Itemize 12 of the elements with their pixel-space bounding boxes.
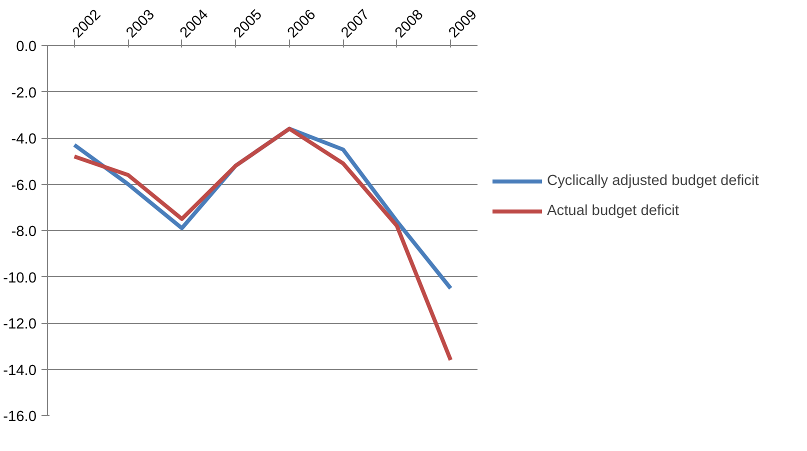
- y-tick-label: -8.0: [11, 224, 37, 240]
- y-tick-label: -16.0: [3, 409, 36, 425]
- y-tick-label: -2.0: [11, 85, 37, 102]
- y-tick-label: -4.0: [11, 132, 37, 148]
- legend-label: Cyclically adjusted budget deficit: [547, 172, 759, 189]
- y-tick-label: -6.0: [11, 178, 37, 194]
- y-tick-label: 0.0: [16, 39, 36, 55]
- line-series: [72, 126, 453, 362]
- y-tick-label: -12.0: [3, 316, 36, 332]
- y-tick-label: -14.0: [3, 362, 36, 379]
- y-tick-label: -10.0: [3, 270, 36, 286]
- legend-label: Actual budget deficit: [547, 202, 679, 219]
